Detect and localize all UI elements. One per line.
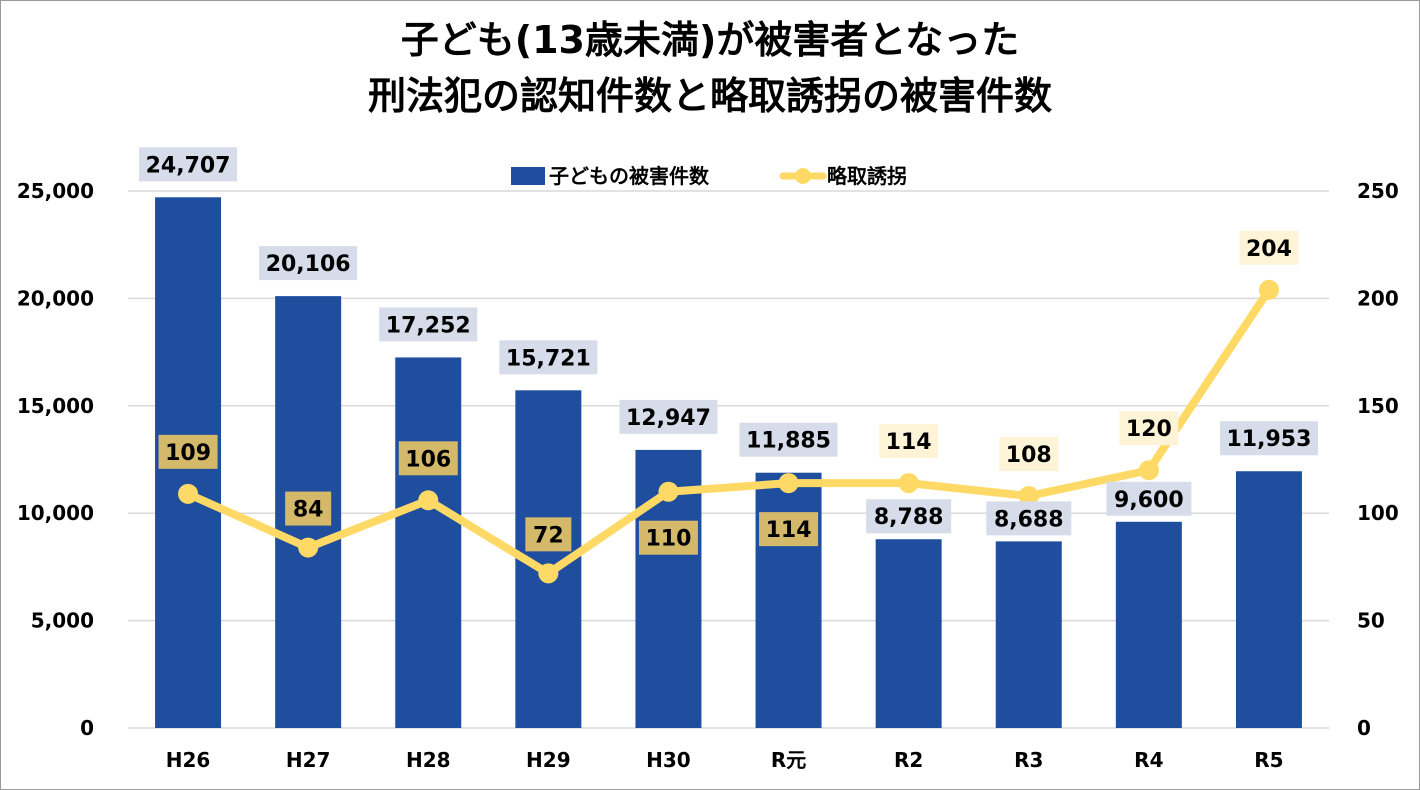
- line-data-label-bg: [285, 491, 332, 526]
- x-tick-label: R5: [1254, 748, 1283, 772]
- line-data-label-bg: [398, 441, 458, 476]
- chart-title-line-2: 刑法犯の認知件数と略取誘拐の被害件数: [368, 74, 1052, 118]
- line-data-label-bg: [1119, 411, 1179, 446]
- bar-data-label: 8,788: [874, 505, 944, 530]
- bar-data-label-bg: [1219, 421, 1318, 456]
- bar-data-label: 24,707: [146, 153, 231, 178]
- bar-data-label: 17,252: [386, 313, 471, 338]
- line-data-label: 109: [165, 441, 211, 466]
- line-point: [778, 473, 799, 494]
- line-point: [298, 537, 319, 558]
- line-data-label: 114: [886, 430, 932, 455]
- line-data-label: 204: [1246, 237, 1292, 262]
- line-data-label-bg: [525, 517, 572, 552]
- line-point: [1138, 460, 1159, 481]
- bar-data-label-bg: [866, 499, 952, 534]
- line-point: [538, 563, 559, 584]
- line-data-label: 84: [293, 498, 324, 523]
- left-tick-label: 0: [80, 716, 94, 740]
- line-data-label: 120: [1126, 417, 1172, 442]
- right-axis-ticks: 0 50 100 150 200 250: [1357, 179, 1399, 740]
- legend: 子どもの被害件数 略取誘拐: [511, 164, 907, 188]
- x-tick-label: H26: [166, 748, 211, 772]
- bar-data-label: 8,688: [994, 507, 1064, 532]
- line-data-label-bg: [1239, 230, 1299, 265]
- left-tick-label: 15,000: [17, 394, 94, 418]
- bar-data-label-bg: [1106, 481, 1192, 516]
- x-tick-label: H30: [646, 748, 691, 772]
- line-data-label-bg: [158, 434, 218, 469]
- bar-data-label: 20,106: [266, 252, 351, 277]
- x-tick-label: R元: [771, 748, 806, 772]
- right-tick-label: 150: [1357, 394, 1399, 418]
- line-data-label-bg: [879, 424, 939, 459]
- x-axis-ticks: H26 H27 H28 H29 H30 R元 R2 R3 R4 R5: [166, 748, 1284, 772]
- left-tick-label: 20,000: [17, 286, 94, 310]
- bar: [395, 357, 462, 728]
- line-path: [184, 285, 1273, 578]
- right-tick-label: 250: [1357, 179, 1399, 203]
- bar-data-label: 15,721: [506, 346, 591, 371]
- bar-data-labels: 24,707 20,106 17,252 15,721 12,947 11,885 8,78…: [139, 147, 1318, 536]
- line-point: [658, 481, 679, 502]
- line-data-label: 114: [766, 518, 812, 543]
- x-tick-label: H28: [406, 748, 451, 772]
- right-tick-label: 0: [1357, 716, 1371, 740]
- line-point: [178, 483, 199, 504]
- line-data-label-bg: [638, 520, 698, 555]
- legend-line-label: 略取誘拐: [827, 164, 907, 188]
- bar-data-label: 11,885: [746, 429, 831, 454]
- bar: [755, 472, 822, 728]
- line-point: [1258, 279, 1279, 300]
- bar: [875, 539, 942, 728]
- right-tick-label: 50: [1357, 609, 1385, 633]
- legend-line-marker: [795, 168, 811, 184]
- bar-data-label-bg: [139, 147, 238, 182]
- bar-data-label-bg: [499, 340, 598, 375]
- line-data-labels: 109 84 106 72 110 114 114 108 120 204: [158, 230, 1299, 555]
- bar-data-label-bg: [619, 399, 718, 434]
- x-tick-label: R2: [894, 748, 923, 772]
- x-tick-label: H27: [286, 748, 331, 772]
- bar: [1235, 471, 1302, 728]
- line-point: [898, 473, 919, 494]
- x-tick-label: R4: [1134, 748, 1163, 772]
- line-series: [178, 279, 1279, 584]
- left-tick-label: 10,000: [17, 501, 94, 525]
- line-data-label: 106: [405, 447, 451, 472]
- legend-bar-swatch: [511, 167, 545, 185]
- bar-data-label: 9,600: [1114, 488, 1184, 513]
- chart-title-line-1: 子ども(13歳未満)が被害者となった: [401, 18, 1019, 62]
- line-data-label-bg: [759, 512, 819, 547]
- bar-data-label-bg: [379, 307, 478, 342]
- bar-data-label-bg: [986, 501, 1072, 536]
- left-tick-label: 5,000: [31, 609, 94, 633]
- line-data-label: 108: [1006, 443, 1052, 468]
- right-tick-label: 200: [1357, 286, 1399, 310]
- x-tick-label: R3: [1014, 748, 1043, 772]
- line-point: [1018, 486, 1039, 507]
- right-tick-label: 100: [1357, 501, 1399, 525]
- bar-data-label-bg: [259, 246, 358, 281]
- left-tick-label: 25,000: [17, 179, 94, 203]
- legend-bar-label: 子どもの被害件数: [549, 164, 710, 188]
- bar: [1115, 521, 1182, 728]
- line-data-label-bg: [999, 437, 1059, 472]
- x-tick-label: H29: [526, 748, 571, 772]
- bar-data-label-bg: [739, 422, 838, 457]
- bar-data-label: 12,947: [626, 406, 711, 431]
- line-point: [418, 490, 439, 511]
- bar-data-label: 11,953: [1226, 427, 1311, 452]
- line-data-label: 72: [533, 523, 564, 548]
- left-axis-ticks: 0 5,000 10,000 15,000 20,000 25,000: [17, 179, 94, 740]
- line-data-label: 110: [645, 527, 691, 552]
- bar: [995, 541, 1062, 728]
